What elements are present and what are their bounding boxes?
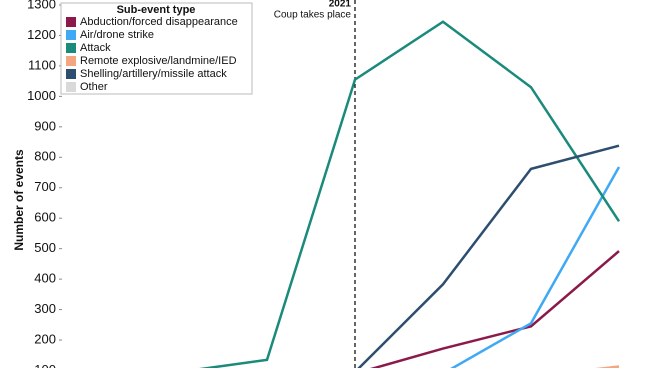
y-axis-label: Number of events [12,149,26,251]
legend-label: Shelling/artillery/missile attack [80,68,227,80]
legend-swatch [66,43,76,53]
y-tick-label: 100 [34,362,56,368]
y-tick-label: 800 [34,149,56,164]
legend-label: Other [80,81,108,93]
line [450,166,621,368]
legend-swatch [66,82,76,92]
legend-swatch [66,69,76,79]
y-tick-label: 1200 [27,27,56,42]
y-tick-label: 500 [34,240,56,255]
legend-title: Sub-event type [117,4,196,16]
legend-label: Abduction/forced disappearance [80,16,238,28]
line [369,250,620,368]
y-tick-label: 600 [34,210,56,225]
legend-label: Attack [80,42,111,54]
y-tick-label: 400 [34,271,56,286]
annotation-year: 2021 [329,0,352,10]
legend-label: Air/drone strike [80,29,154,41]
line [357,144,620,368]
y-tick-label: 1300 [27,0,56,11]
y-tick-label: 300 [34,301,56,316]
legend-swatch [66,56,76,66]
y-tick-label: 700 [34,179,56,194]
legend-swatch [66,17,76,27]
legend-label: Remote explosive/landmine/IED [80,55,237,67]
y-tick-label: 900 [34,118,56,133]
legend-swatch [66,30,76,40]
legend-box [60,2,253,95]
line [198,20,621,368]
y-tick-label: 1000 [27,88,56,103]
y-tick-label: 200 [34,331,56,346]
annotation-text: Coup takes place [274,10,352,21]
y-tick-label: 1100 [28,57,56,72]
